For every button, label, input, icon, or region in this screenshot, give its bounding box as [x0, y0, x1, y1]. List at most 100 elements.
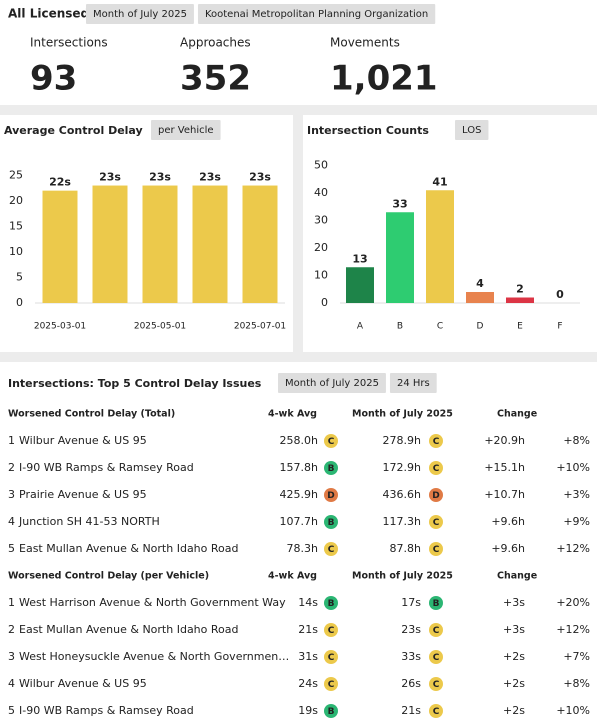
- los-badge: [324, 515, 338, 529]
- los-badge-label: B: [328, 599, 335, 609]
- los-badge-label: C: [433, 464, 440, 474]
- bar: [386, 212, 414, 303]
- row-rank: 2: [8, 461, 15, 474]
- row-name: East Mullan Avenue & North Idaho Road: [19, 623, 238, 636]
- filter-tag[interactable]: [151, 120, 221, 140]
- los-badge: [324, 434, 338, 448]
- row-avg: 14s: [298, 596, 318, 609]
- value-label: 23s: [199, 171, 221, 184]
- y-tick-label: 0: [321, 296, 328, 309]
- row-name: I-90 WB Ramps & Ramsey Road: [19, 461, 194, 474]
- row-avg: 19s: [298, 704, 318, 717]
- filter-tag-label: LOS: [462, 125, 481, 136]
- los-badge-label: D: [432, 491, 439, 501]
- los-badge-label: D: [327, 491, 334, 501]
- filter-tag-label: Month of July 2025: [93, 9, 187, 20]
- row-name: Wilbur Avenue & US 95: [19, 434, 147, 447]
- bar: [466, 292, 494, 303]
- row-name: East Mullan Avenue & North Idaho Road: [19, 542, 238, 555]
- row-month: 21s: [401, 704, 421, 717]
- row-change: +2s: [503, 677, 525, 690]
- kpi-label: Approaches: [180, 36, 251, 50]
- los-badge-label: C: [433, 545, 440, 555]
- filter-tag[interactable]: [389, 373, 437, 393]
- x-tick-label: A: [357, 322, 364, 332]
- row-month: 278.9h: [383, 434, 421, 447]
- los-badge-label: C: [328, 653, 335, 663]
- bar: [92, 185, 128, 303]
- column-header: Month of July 2025: [352, 409, 453, 420]
- y-tick-label: 50: [314, 159, 328, 172]
- y-tick-label: 20: [314, 241, 328, 254]
- row-avg: 425.9h: [280, 488, 318, 501]
- value-label: 0: [556, 288, 564, 301]
- los-badge: [324, 596, 338, 610]
- los-badge-label: C: [328, 626, 335, 636]
- row-change-pct: +10%: [556, 461, 590, 474]
- row-avg: 157.8h: [280, 461, 318, 474]
- table-title: Intersections: Top 5 Control Delay Issue…: [8, 377, 262, 390]
- bar: [426, 190, 454, 303]
- filter-tag[interactable]: [455, 120, 489, 140]
- value-label: 2: [516, 283, 524, 296]
- column-header: Worsened Control Delay (per Vehicle): [8, 571, 209, 582]
- bar: [192, 185, 228, 303]
- row-change: +3s: [503, 623, 525, 636]
- los-badge-label: C: [433, 437, 440, 447]
- los-badge-label: C: [328, 437, 335, 447]
- row-change-pct: +10%: [556, 704, 590, 717]
- kpi-label: Intersections: [30, 36, 108, 50]
- value-label: 33: [392, 197, 407, 210]
- row-change: +20.9h: [484, 434, 525, 447]
- row-avg: 24s: [298, 677, 318, 690]
- kpi-label: Movements: [330, 36, 400, 50]
- y-tick-label: 20: [9, 194, 23, 207]
- los-badge: [429, 650, 443, 664]
- row-change: +9.6h: [491, 542, 525, 555]
- value-label: 4: [476, 277, 484, 290]
- row-name: West Honeysuckle Avenue & North Governme…: [19, 650, 289, 663]
- bar: [242, 185, 278, 303]
- y-tick-label: 15: [9, 219, 23, 232]
- los-badge: [324, 704, 338, 718]
- row-change: +15.1h: [484, 461, 525, 474]
- row-avg: 78.3h: [287, 542, 318, 555]
- row-month: 87.8h: [390, 542, 421, 555]
- x-tick-label: 2025-07-01: [234, 322, 286, 332]
- y-tick-label: 5: [16, 270, 23, 283]
- row-rank: 5: [8, 704, 15, 717]
- row-avg: 31s: [298, 650, 318, 663]
- los-badge: [324, 623, 338, 637]
- row-month: 436.6h: [383, 488, 421, 501]
- los-badge: [429, 515, 443, 529]
- los-badge-label: B: [328, 518, 335, 528]
- los-badge-label: C: [433, 518, 440, 528]
- x-tick-label: F: [557, 322, 562, 332]
- los-badge: [429, 623, 443, 637]
- x-tick-label: 2025-05-01: [134, 322, 186, 332]
- filter-tag-label: 24 Hrs: [397, 378, 430, 389]
- los-badge-label: C: [433, 653, 440, 663]
- row-change-pct: +8%: [563, 434, 590, 447]
- los-badge: [429, 488, 443, 502]
- row-month: 172.9h: [383, 461, 421, 474]
- row-avg: 21s: [298, 623, 318, 636]
- los-badge: [324, 650, 338, 664]
- kpi-value: 352: [180, 59, 251, 99]
- x-tick-label: B: [397, 322, 403, 332]
- los-badge: [429, 434, 443, 448]
- value-label: 23s: [149, 171, 171, 184]
- filter-tag[interactable]: [197, 4, 436, 24]
- row-rank: 1: [8, 596, 15, 609]
- row-name: West Harrison Avenue & North Government …: [19, 596, 286, 609]
- row-rank: 3: [8, 488, 15, 501]
- row-month: 26s: [401, 677, 421, 690]
- row-rank: 5: [8, 542, 15, 555]
- row-rank: 3: [8, 650, 15, 663]
- filter-tag[interactable]: [278, 373, 386, 393]
- los-badge-label: C: [433, 626, 440, 636]
- x-tick-label: C: [437, 322, 443, 332]
- row-change: +2s: [503, 650, 525, 663]
- filter-tag[interactable]: [86, 4, 194, 24]
